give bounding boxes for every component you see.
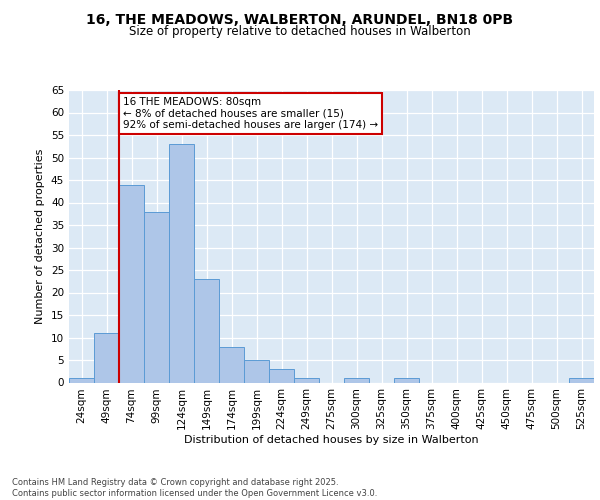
Text: Size of property relative to detached houses in Walberton: Size of property relative to detached ho… [129, 25, 471, 38]
Bar [94, 333, 119, 382]
Bar [569, 378, 594, 382]
Bar [144, 212, 169, 382]
Bar [194, 279, 219, 382]
Text: 16, THE MEADOWS, WALBERTON, ARUNDEL, BN18 0PB: 16, THE MEADOWS, WALBERTON, ARUNDEL, BN1… [86, 12, 514, 26]
Bar [219, 346, 244, 382]
Bar [294, 378, 319, 382]
Bar [344, 378, 369, 382]
Y-axis label: Number of detached properties: Number of detached properties [35, 148, 46, 324]
Text: Contains HM Land Registry data © Crown copyright and database right 2025.
Contai: Contains HM Land Registry data © Crown c… [12, 478, 377, 498]
Bar [269, 369, 294, 382]
Bar [69, 378, 94, 382]
X-axis label: Distribution of detached houses by size in Walberton: Distribution of detached houses by size … [184, 435, 479, 445]
Text: 16 THE MEADOWS: 80sqm
← 8% of detached houses are smaller (15)
92% of semi-detac: 16 THE MEADOWS: 80sqm ← 8% of detached h… [123, 97, 378, 130]
Bar [394, 378, 419, 382]
Bar [244, 360, 269, 382]
Bar [119, 184, 144, 382]
Bar [169, 144, 194, 382]
